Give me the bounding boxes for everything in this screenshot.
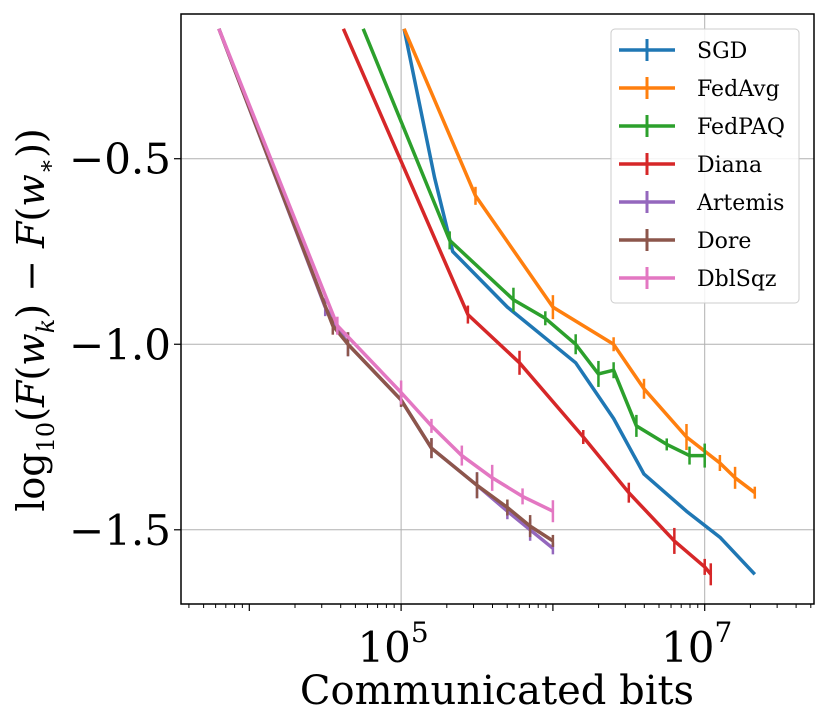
series-layer bbox=[217, 28, 757, 586]
series-line-dore bbox=[217, 28, 554, 543]
x-tick-label: 107 bbox=[661, 616, 732, 672]
legend-label-diana: Diana bbox=[697, 153, 762, 178]
series-line-dblsqz bbox=[217, 28, 554, 513]
y-tick-label: −1.0 bbox=[69, 320, 171, 369]
y-tick-label: −0.5 bbox=[69, 135, 171, 184]
series-fedpaq bbox=[361, 28, 706, 468]
legend-entry-sgd: SGD bbox=[619, 39, 747, 64]
series-fedavg bbox=[402, 28, 757, 499]
legend-label-artemis: Artemis bbox=[696, 191, 784, 216]
x-axis-label: Communicated bits bbox=[300, 668, 694, 714]
legend-entry-diana: Diana bbox=[619, 153, 762, 178]
legend-label-fedavg: FedAvg bbox=[697, 77, 780, 102]
series-line-diana bbox=[341, 28, 713, 576]
legend-entry-dore: Dore bbox=[619, 229, 751, 254]
legend-box bbox=[610, 28, 800, 304]
y-tick-label: −1.5 bbox=[69, 506, 171, 555]
legend-label-fedpaq: FedPAQ bbox=[697, 115, 785, 140]
legend: SGD FedAvg FedPAQ Diana Artemis Dore DblSqz bbox=[610, 28, 800, 304]
series-line-sgd bbox=[402, 28, 757, 576]
series-sgd bbox=[402, 28, 757, 576]
legend-entry-dblsqz: DblSqz bbox=[619, 267, 777, 292]
legend-entry-fedpaq: FedPAQ bbox=[619, 115, 785, 140]
legend-label-dore: Dore bbox=[697, 229, 751, 254]
y-axis-label: log10(F(wk) − F(w∗)) bbox=[9, 128, 60, 512]
series-diana bbox=[341, 28, 713, 586]
legend-entry-fedavg: FedAvg bbox=[619, 77, 780, 102]
legend-label-sgd: SGD bbox=[697, 39, 747, 64]
axis-ticks: −0.5 −1.0 −1.5 105 107 bbox=[69, 135, 812, 672]
series-dblsqz bbox=[217, 28, 555, 523]
legend-entry-artemis: Artemis bbox=[619, 191, 784, 216]
legend-label-dblsqz: DblSqz bbox=[697, 267, 777, 292]
plot-area-frame bbox=[180, 13, 815, 605]
x-tick-label: 105 bbox=[357, 616, 428, 672]
